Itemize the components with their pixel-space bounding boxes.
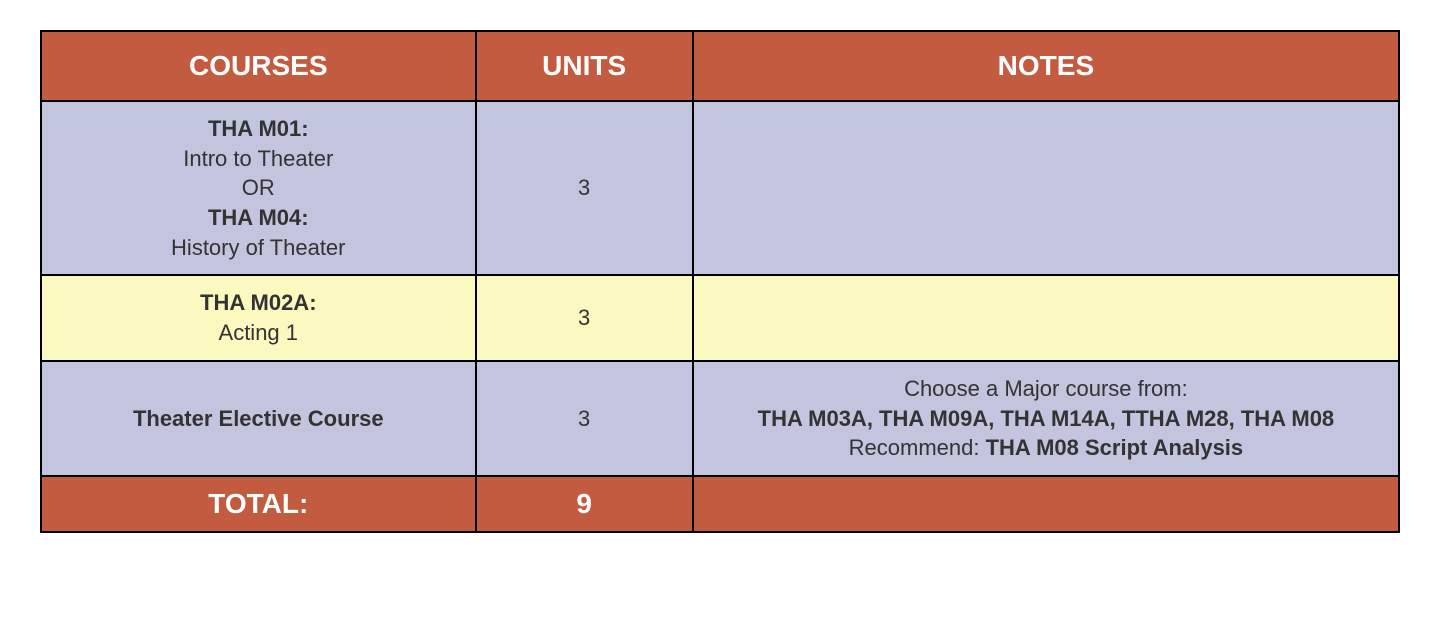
total-label: TOTAL: xyxy=(41,476,476,532)
table-row: Theater Elective Course 3 Choose a Major… xyxy=(41,361,1399,476)
course-desc: Acting 1 xyxy=(219,320,299,345)
course-code: THA M04: xyxy=(208,205,309,230)
table-header-row: COURSES UNITS NOTES xyxy=(41,31,1399,101)
total-notes xyxy=(693,476,1399,532)
cell-course: THA M02A: Acting 1 xyxy=(41,275,476,360)
total-units: 9 xyxy=(476,476,693,532)
notes-bold: THA M08 Script Analysis xyxy=(986,435,1244,460)
col-header-notes: NOTES xyxy=(693,31,1399,101)
notes-bold: THA M03A, THA M09A, THA M14A, TTHA M28, … xyxy=(758,406,1335,431)
table-row: THA M01: Intro to Theater OR THA M04: Hi… xyxy=(41,101,1399,275)
cell-course: THA M01: Intro to Theater OR THA M04: Hi… xyxy=(41,101,476,275)
cell-units: 3 xyxy=(476,361,693,476)
notes-line: Choose a Major course from: xyxy=(904,376,1188,401)
cell-notes: Choose a Major course from: THA M03A, TH… xyxy=(693,361,1399,476)
course-plan-table: COURSES UNITS NOTES THA M01: Intro to Th… xyxy=(40,30,1400,533)
col-header-units: UNITS xyxy=(476,31,693,101)
course-desc: Intro to Theater xyxy=(183,146,333,171)
table-row: THA M02A: Acting 1 3 xyxy=(41,275,1399,360)
col-header-courses: COURSES xyxy=(41,31,476,101)
course-desc: History of Theater xyxy=(171,235,345,260)
cell-units: 3 xyxy=(476,101,693,275)
course-code: THA M01: xyxy=(208,116,309,141)
cell-notes xyxy=(693,275,1399,360)
cell-units: 3 xyxy=(476,275,693,360)
cell-course: Theater Elective Course xyxy=(41,361,476,476)
course-or: OR xyxy=(242,175,275,200)
notes-line: Recommend: xyxy=(849,435,986,460)
course-code: THA M02A: xyxy=(200,290,317,315)
table-total-row: TOTAL: 9 xyxy=(41,476,1399,532)
course-code: Theater Elective Course xyxy=(133,406,384,431)
cell-notes xyxy=(693,101,1399,275)
